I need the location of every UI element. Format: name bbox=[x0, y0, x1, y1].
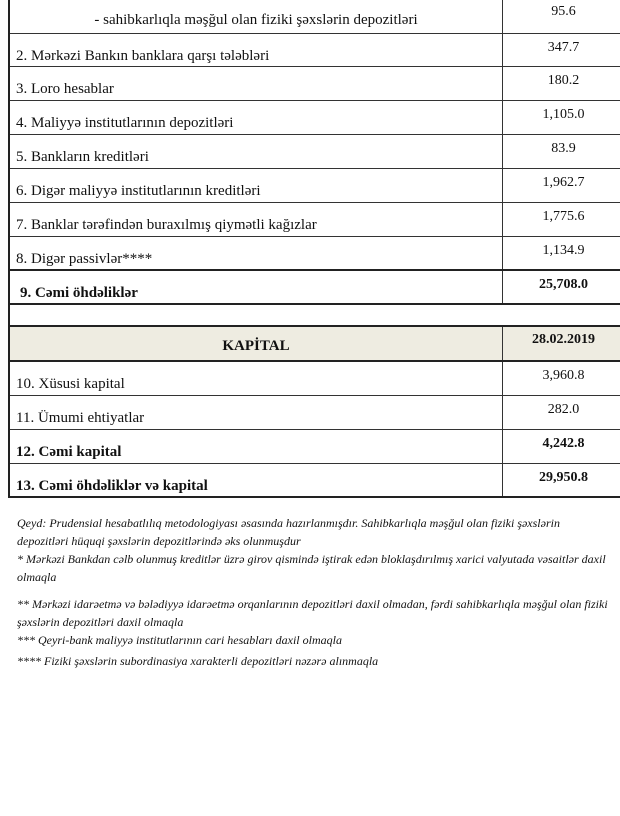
note: Qeyd: Prudensial hesabatlılıq metodologi… bbox=[17, 516, 560, 548]
table-row: 3. Loro hesablar 180.2 bbox=[10, 67, 620, 101]
row-label: 6. Digər maliyyə institutlarının kreditl… bbox=[10, 169, 503, 202]
footnote: **** Fiziki şəxslərin subordinasiya xara… bbox=[17, 654, 379, 668]
row-value: 83.9 bbox=[551, 141, 576, 156]
table-row: 11. Ümumi ehtiyatlar 282.0 bbox=[10, 396, 620, 430]
table-row: 10. Xüsusi kapital 3,960.8 bbox=[10, 362, 620, 396]
capital-header-row: KAPİTAL 28.02.2019 bbox=[10, 327, 620, 362]
row-label: 11. Ümumi ehtiyatlar bbox=[10, 396, 503, 429]
capital-header-date: 28.02.2019 bbox=[532, 332, 595, 347]
row-label: 4. Maliyyə institutlarının depozitləri bbox=[10, 101, 503, 134]
row-value: 29,950.8 bbox=[539, 470, 588, 485]
table-row: 2. Mərkəzi Bankın banklara qarşı tələblə… bbox=[10, 34, 620, 67]
table-row: 8. Digər passivlər**** 1,134.9 bbox=[10, 237, 620, 271]
row-value: 1,962.7 bbox=[542, 175, 585, 190]
footnote: * Mərkəzi Bankdan cəlb olunmuş kreditlər… bbox=[17, 552, 606, 584]
total-liabilities-row: 9. Cəmi öhdəliklər 25,708.0 bbox=[10, 271, 620, 305]
row-label: 8. Digər passivlər**** bbox=[10, 237, 503, 269]
row-value: 1,134.9 bbox=[542, 243, 585, 258]
capital-header-label: KAPİTAL bbox=[10, 327, 503, 360]
footnotes: Qeyd: Prudensial hesabatlılıq metodologi… bbox=[17, 514, 612, 670]
row-value: 347.7 bbox=[547, 40, 580, 55]
row-value: 25,708.0 bbox=[539, 277, 588, 292]
row-label: 7. Banklar tərəfindən buraxılmış qiymətl… bbox=[10, 203, 503, 236]
row-value: 95.6 bbox=[551, 4, 576, 19]
grand-total-row: 13. Cəmi öhdəliklər və kapital 29,950.8 bbox=[10, 464, 620, 498]
balance-table: - sahibkarlıqla məşğul olan fiziki şəxsl… bbox=[8, 0, 620, 498]
row-label: - sahibkarlıqla məşğul olan fiziki şəxsl… bbox=[10, 0, 503, 33]
spacer-row bbox=[10, 305, 620, 327]
row-value: 1,105.0 bbox=[542, 107, 585, 122]
row-label: 13. Cəmi öhdəliklər və kapital bbox=[10, 464, 503, 496]
row-label: 9. Cəmi öhdəliklər bbox=[10, 271, 503, 303]
row-value: 180.2 bbox=[547, 73, 580, 88]
row-label: 5. Bankların kreditləri bbox=[10, 135, 503, 168]
table-row: 6. Digər maliyyə institutlarının kreditl… bbox=[10, 169, 620, 203]
row-value: 1,775.6 bbox=[542, 209, 585, 224]
row-label: 10. Xüsusi kapital bbox=[10, 362, 503, 395]
row-label: 12. Cəmi kapital bbox=[10, 430, 503, 463]
total-capital-row: 12. Cəmi kapital 4,242.8 bbox=[10, 430, 620, 464]
table-row: 7. Banklar tərəfindən buraxılmış qiymətl… bbox=[10, 203, 620, 237]
table-row: - sahibkarlıqla məşğul olan fiziki şəxsl… bbox=[10, 0, 620, 34]
table-row: 5. Bankların kreditləri 83.9 bbox=[10, 135, 620, 169]
footnote: ** Mərkəzi idarəetmə və bələdiyyə idarəe… bbox=[17, 597, 608, 629]
row-value: 4,242.8 bbox=[542, 436, 585, 451]
table-row: 4. Maliyyə institutlarının depozitləri 1,… bbox=[10, 101, 620, 135]
row-value: 282.0 bbox=[547, 402, 580, 417]
row-value: 3,960.8 bbox=[542, 368, 585, 383]
row-label: 2. Mərkəzi Bankın banklara qarşı tələblə… bbox=[10, 34, 503, 66]
row-label: 3. Loro hesablar bbox=[10, 67, 503, 100]
footnote: *** Qeyri-bank maliyyə institutlarının c… bbox=[17, 633, 342, 647]
